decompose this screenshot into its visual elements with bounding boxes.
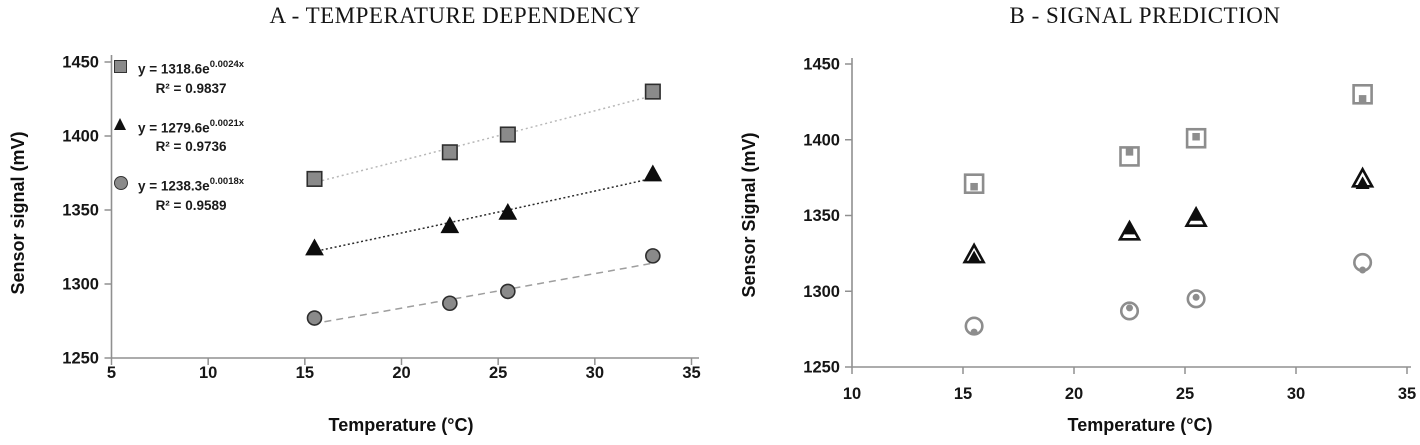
square-legend-marker-icon: [114, 60, 127, 73]
legend-equation: y = 1318.6e0.0024x: [138, 56, 244, 79]
y-tick-label: 1450: [803, 56, 840, 74]
chart-b-title: B - SIGNAL PREDICTION: [1009, 3, 1281, 28]
legend-equation-base: y = 1238.3e: [138, 178, 210, 194]
chart-a-plot: 5 10 15 20 25 30 35 1250 1300 1350 1400 1450: [62, 54, 700, 383]
legend-equation-base: y = 1279.6e: [138, 120, 210, 135]
triangle-marker: [305, 238, 324, 256]
triangle-legend-marker-icon: [114, 117, 126, 130]
x-tick-label: 25: [1176, 385, 1194, 403]
triangle-marker: [440, 216, 460, 234]
square-inner-marker: [970, 182, 978, 191]
chart-b-x-axis-label: Temperature (°C): [1067, 415, 1213, 435]
triangle-inner-marker: [967, 250, 982, 264]
triangle-inner-marker: [1122, 221, 1137, 235]
x-tick-label: 10: [843, 385, 861, 403]
square-marker: [644, 83, 661, 100]
y-tick-label: 1450: [62, 54, 99, 72]
circle-marker: [442, 295, 458, 312]
legend-marker-box: [114, 173, 128, 215]
circle-inner-marker: [970, 328, 978, 336]
legend-equation-base: y = 1318.6e: [138, 61, 210, 77]
chart-b-y-axis-label: Sensor Signal (mV): [739, 132, 759, 298]
legend-item-circle: y = 1238.3e0.0018x R² = 0.9589: [114, 173, 244, 215]
legend-r-squared: R² = 0.9837: [155, 80, 227, 96]
circle-inner-marker: [1126, 304, 1133, 312]
circle-inner-marker: [1192, 293, 1200, 301]
x-tick-label: 30: [1287, 385, 1305, 403]
x-tick-label: 20: [1065, 385, 1083, 403]
square-trend-line: [312, 95, 653, 184]
chart-a-x-axis-label: Temperature (°C): [328, 415, 474, 435]
legend-r-squared: R² = 0.9736: [155, 139, 227, 154]
legend-item-triangle: y = 1279.6e0.0021x R² = 0.9736: [114, 115, 244, 157]
y-tick-label: 1250: [62, 350, 99, 368]
y-tick-label: 1300: [62, 276, 99, 294]
x-tick-label: 5: [107, 364, 116, 382]
circle-inner-marker: [1359, 266, 1367, 274]
chart-b: 10 15 20 25 30 35 1250 1300 1350 1400 1450 B - SIG…: [710, 0, 1420, 445]
chart-a-title: A - TEMPERATURE DEPENDENCY: [269, 3, 641, 28]
legend-marker-box: [114, 56, 128, 98]
legend-text: y = 1279.6e0.0021x R² = 0.9736: [138, 115, 244, 157]
square-open-marker: [1119, 146, 1140, 167]
x-tick-label: 20: [392, 364, 410, 382]
square-marker: [306, 170, 323, 187]
circle-trend-line: [312, 262, 653, 325]
square-inner-marker: [1358, 95, 1367, 103]
triangle-trend-line: [312, 177, 653, 253]
x-tick-label: 25: [489, 364, 507, 382]
legend-equation-exponent: 0.0018x: [209, 176, 245, 187]
circle-marker: [306, 310, 323, 326]
square-open-marker: [1352, 84, 1373, 105]
triangle-marker: [498, 202, 518, 220]
legend-equation-exponent: 0.0024x: [209, 59, 245, 70]
x-tick-label: 15: [296, 364, 314, 382]
square-inner-marker: [1192, 132, 1200, 141]
y-tick-label: 1400: [62, 128, 99, 146]
circle-marker: [645, 248, 661, 264]
x-tick-label: 15: [954, 385, 972, 403]
chart-b-plot: 10 15 20 25 30 35 1250 1300 1350 1400 1450: [803, 56, 1416, 404]
x-tick-label: 30: [586, 364, 604, 382]
chart-a-legend: y = 1318.6e0.0024x R² = 0.9837 y = 1279.…: [114, 56, 244, 232]
y-tick-label: 1300: [803, 283, 840, 301]
square-marker: [441, 144, 458, 161]
legend-item-square: y = 1318.6e0.0024x R² = 0.9837: [114, 56, 244, 98]
circle-marker: [500, 283, 516, 300]
y-tick-label: 1350: [803, 207, 840, 225]
square-marker: [499, 126, 516, 143]
y-tick-label: 1250: [803, 359, 840, 377]
x-tick-label: 35: [1398, 385, 1416, 403]
legend-text: y = 1238.3e0.0018x R² = 0.9589: [138, 173, 244, 215]
y-tick-label: 1350: [62, 202, 99, 220]
x-tick-label: 10: [199, 364, 217, 382]
legend-marker-box: [114, 115, 128, 157]
chart-a: 5 10 15 20 25 30 35 1250 1300 1350 1400 1450 A - TE…: [8, 3, 701, 435]
triangle-inner-marker: [1355, 176, 1370, 189]
legend-r-squared: R² = 0.9589: [155, 197, 227, 213]
triangle-marker: [643, 164, 663, 182]
legend-equation: y = 1279.6e0.0021x: [138, 115, 244, 138]
legend-equation: y = 1238.3e0.0018x: [138, 173, 244, 196]
y-tick-label: 1400: [803, 131, 840, 149]
chart-a-y-axis-label: Sensor signal (mV): [8, 131, 28, 295]
x-tick-label: 35: [682, 364, 700, 382]
square-inner-marker: [1125, 148, 1134, 156]
legend-text: y = 1318.6e0.0024x R² = 0.9837: [138, 56, 244, 98]
legend-equation-exponent: 0.0021x: [209, 117, 245, 129]
circle-legend-marker-icon: [114, 176, 128, 190]
triangle-inner-marker: [1189, 208, 1204, 221]
